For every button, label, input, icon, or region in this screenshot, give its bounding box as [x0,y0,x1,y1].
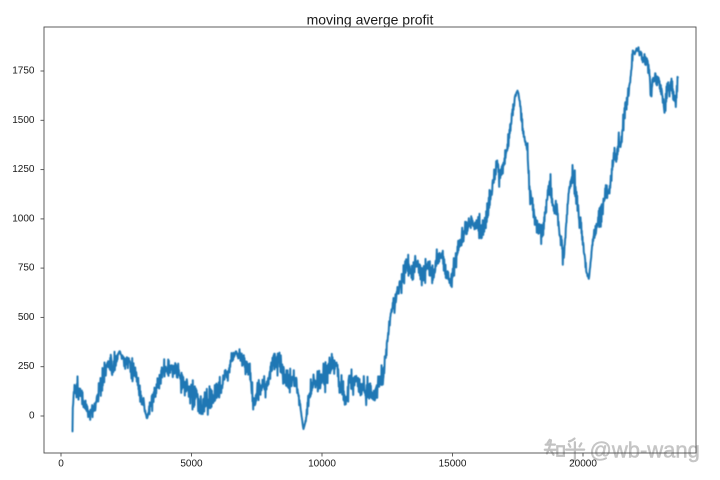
svg-text:20000: 20000 [569,459,597,470]
svg-text:moving averge profit: moving averge profit [307,12,434,28]
svg-text:15000: 15000 [439,459,467,470]
svg-text:5000: 5000 [180,459,203,470]
svg-text:1250: 1250 [12,164,35,175]
svg-text:1500: 1500 [12,115,35,126]
svg-text:250: 250 [18,361,35,372]
svg-text:0: 0 [58,459,64,470]
svg-text:750: 750 [18,263,35,274]
svg-text:@wb-wang: @wb-wang [590,438,700,463]
svg-text:1000: 1000 [12,213,35,224]
svg-text:1750: 1750 [12,66,35,77]
svg-text:10000: 10000 [308,459,336,470]
svg-text:0: 0 [29,411,35,422]
svg-text:500: 500 [18,312,35,323]
